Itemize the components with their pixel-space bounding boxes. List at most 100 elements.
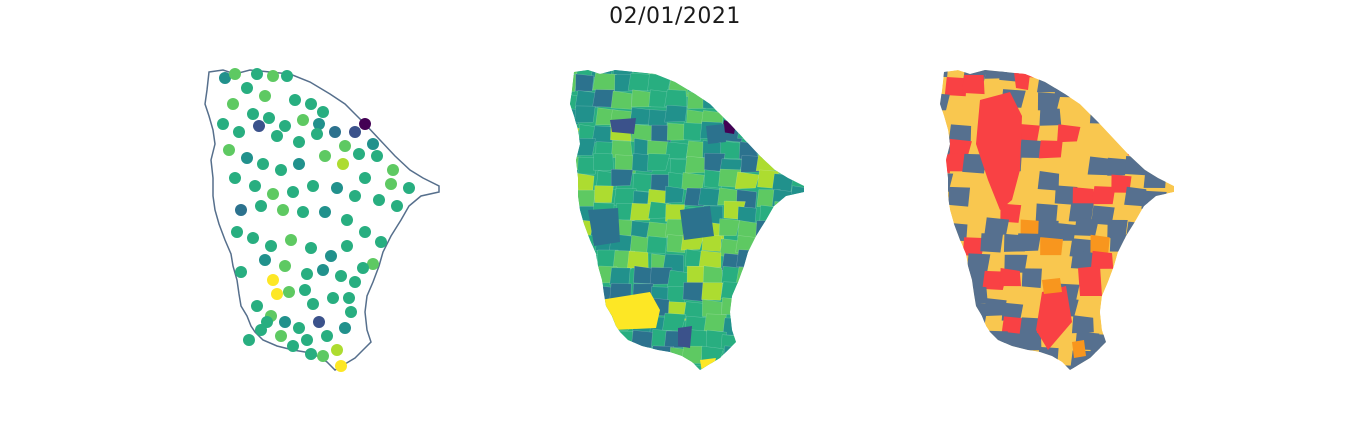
municipality-polygon: [630, 361, 656, 370]
municipality-polygon: [1140, 332, 1167, 351]
municipality-polygon: [720, 140, 742, 160]
municipality-polygon: [572, 172, 595, 192]
municipality-polygon: [774, 364, 795, 370]
municipality-polygon: [1109, 233, 1132, 252]
station-point: [241, 152, 253, 164]
municipality-polygon: [940, 250, 951, 270]
station-point: [349, 126, 361, 138]
municipality-polygon: [570, 169, 579, 189]
municipality-polygon: [627, 346, 649, 365]
municipality-polygon: [948, 363, 970, 370]
municipality-polygon: [1162, 156, 1174, 175]
municipality-polygon: [736, 285, 758, 305]
municipality-polygon: [593, 316, 617, 336]
municipality-polygon: [570, 217, 581, 237]
municipality-polygon: [812, 346, 820, 363]
municipality-polygon: [964, 285, 988, 304]
station-point: [249, 180, 261, 192]
municipality-polygon: [1162, 285, 1174, 306]
station-point: [375, 236, 387, 248]
station-point: [329, 126, 341, 138]
municipality-polygon: [648, 363, 668, 370]
municipality-polygon: [788, 330, 804, 349]
station-point: [385, 178, 397, 190]
station-point: [403, 182, 415, 194]
station-point: [287, 340, 299, 352]
municipality-polygon: [1124, 186, 1148, 207]
municipality-polygon: [940, 318, 953, 337]
municipality-polygon: [980, 347, 1002, 366]
state-outline: [204, 69, 440, 371]
station-point: [359, 172, 371, 184]
municipality-polygon: [664, 104, 688, 123]
municipality-polygon: [738, 74, 759, 93]
municipality-polygon: [610, 90, 633, 110]
station-point: [339, 140, 351, 152]
municipality-polygon: [570, 252, 579, 271]
municipality-polygon: [578, 364, 601, 370]
station-point: [229, 172, 241, 184]
municipality-polygon: [792, 364, 804, 370]
station-point: [247, 108, 259, 120]
municipality-polygon: [810, 313, 820, 330]
municipality-polygon: [810, 268, 820, 285]
municipality-polygon: [1145, 218, 1167, 237]
municipality-polygon: [794, 282, 804, 301]
municipality-polygon: [722, 361, 743, 370]
municipality-polygon: [940, 202, 950, 222]
municipality-polygon: [570, 268, 578, 288]
municipality-polygon: [1110, 91, 1133, 112]
municipality-polygon: [1161, 139, 1174, 158]
municipality-polygon: [758, 347, 781, 366]
municipality-polygon: [594, 365, 617, 370]
municipality-polygon: [940, 70, 949, 77]
municipality-polygon: [721, 297, 744, 315]
municipality-polygon: [940, 218, 952, 238]
municipality-polygon: [576, 298, 599, 316]
municipality-polygon: [759, 333, 781, 353]
municipality-polygon: [948, 186, 971, 207]
station-point: [231, 226, 243, 238]
station-point: [387, 164, 399, 176]
station-point: [251, 300, 263, 312]
municipality-polygon: [940, 300, 951, 319]
municipality-polygon: [1160, 249, 1174, 268]
municipality-polygon: [809, 93, 820, 110]
municipality-polygon: [1073, 70, 1095, 78]
municipality-polygon: [752, 89, 776, 109]
municipality-polygon: [809, 202, 820, 219]
municipality-polygon: [1125, 221, 1150, 240]
municipality-polygon: [757, 301, 781, 320]
municipality-polygon: [1180, 106, 1190, 124]
municipality-polygon: [703, 313, 727, 332]
municipality-polygon: [665, 141, 689, 160]
municipality-polygon: [757, 122, 782, 143]
municipality-polygon: [757, 74, 781, 93]
station-point: [219, 72, 231, 84]
municipality-polygon: [788, 302, 804, 322]
municipality-polygon: [1108, 350, 1131, 370]
municipality-polygon: [1123, 91, 1149, 110]
station-point: [391, 200, 403, 212]
station-point: [305, 348, 317, 360]
municipality-polygon: [1042, 278, 1062, 294]
municipality-polygon: [810, 191, 820, 209]
station-point: [371, 150, 383, 162]
station-point: [293, 158, 305, 170]
municipality-polygon: [1146, 139, 1170, 159]
station-point: [283, 286, 295, 298]
municipality-polygon: [777, 70, 799, 80]
municipality-polygon: [1089, 105, 1113, 124]
municipality-polygon: [575, 73, 595, 92]
municipality-polygon: [940, 92, 950, 111]
municipality-polygon: [1014, 72, 1030, 90]
municipality-polygon: [771, 139, 794, 158]
station-point: [275, 164, 287, 176]
municipality-polygon: [1145, 107, 1170, 128]
station-point: [275, 330, 287, 342]
municipality-polygon: [962, 237, 986, 257]
municipality-polygon: [588, 208, 620, 246]
municipality-polygon: [570, 234, 578, 254]
municipality-polygon: [736, 107, 758, 127]
municipality-polygon: [756, 137, 780, 157]
